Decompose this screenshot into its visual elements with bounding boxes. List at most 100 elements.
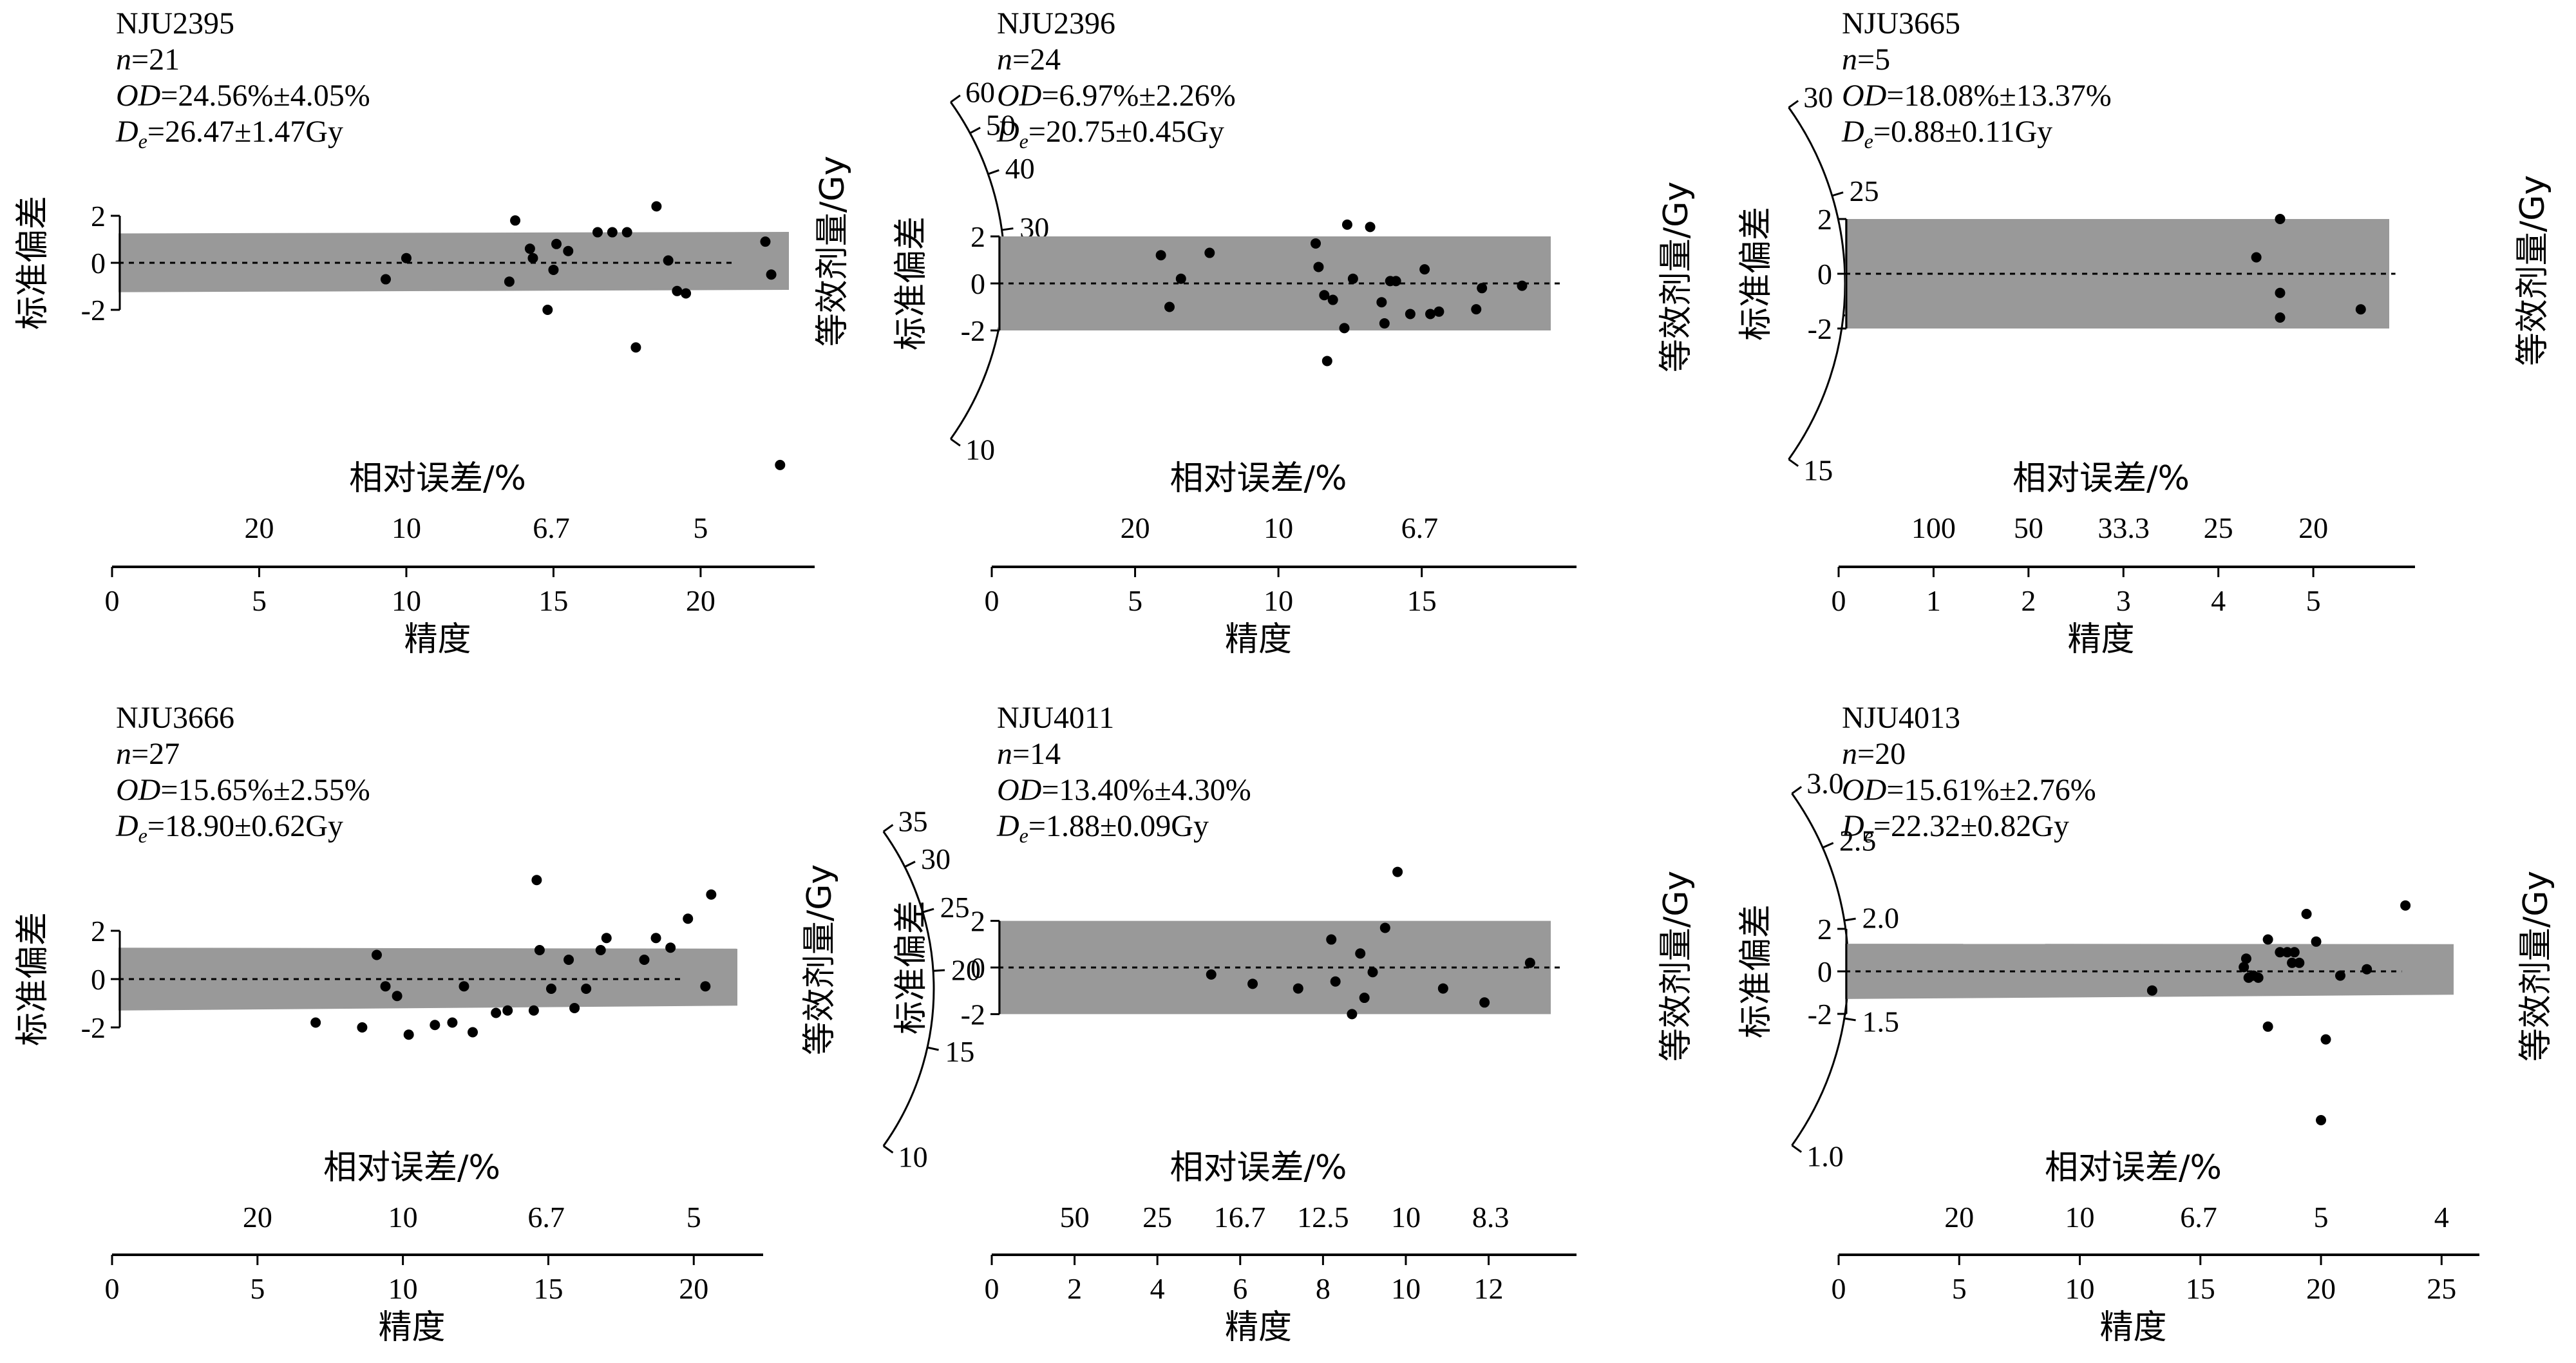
- dose-tick: [927, 1046, 939, 1051]
- rel-error-label: 相对误差/%: [323, 1149, 500, 1187]
- rel-error-tick-label: 10: [1264, 511, 1293, 544]
- y-tick-label: 0: [91, 247, 106, 280]
- sample-id: NJU2396: [997, 6, 1115, 41]
- dose-tick-label: 30: [921, 843, 951, 875]
- data-point: [2311, 936, 2322, 947]
- y-tick-label: -2: [81, 1011, 106, 1044]
- rel-error-tick-label: 10: [1391, 1201, 1421, 1234]
- sigma-band: [118, 232, 789, 292]
- precision-tick-label: 15: [1407, 584, 1437, 617]
- de-label: De=20.75±0.45Gy: [996, 115, 1224, 153]
- dose-tick: [933, 969, 945, 972]
- y-tick-label: 0: [971, 951, 985, 984]
- precision-tick-label: 15: [533, 1272, 563, 1305]
- precision-tick-label: 20: [2306, 1272, 2336, 1305]
- data-point: [2240, 953, 2251, 964]
- dose-axis-label: 等效剂量/Gy: [2517, 871, 2555, 1062]
- data-point: [630, 342, 641, 353]
- sigma-band: [1845, 944, 2454, 999]
- dose-tick-label: 15: [945, 1035, 974, 1068]
- n-symbol: n: [997, 43, 1012, 77]
- y-tick-label: -2: [1808, 998, 1832, 1031]
- rel-error-tick-label: 12.5: [1297, 1201, 1349, 1234]
- dose-tick-label: 25: [1850, 175, 1879, 207]
- data-point: [1479, 997, 1490, 1008]
- n-label: n=24: [997, 43, 1061, 77]
- dose-tick-label: 50: [986, 108, 1016, 141]
- data-point: [2146, 985, 2157, 996]
- rel-error-tick-label: 10: [2065, 1201, 2095, 1234]
- rel-error-tick-label: 6.7: [527, 1201, 565, 1234]
- data-point: [401, 253, 412, 263]
- n-value: =14: [1012, 737, 1061, 771]
- precision-label: 精度: [1225, 1308, 1292, 1347]
- dose-axis-label: 等效剂量/Gy: [1657, 182, 1696, 373]
- data-point: [459, 981, 469, 992]
- dose-tick-label: 10: [898, 1140, 928, 1173]
- dose-tick-label: 3.0: [1806, 767, 1844, 800]
- data-point: [775, 459, 786, 470]
- data-point: [563, 245, 574, 256]
- precision-tick-label: 10: [388, 1272, 418, 1305]
- data-point: [569, 1003, 580, 1013]
- panel-nju4013: NJU4013n=20OD=15.61%±2.76%De=22.32±0.82G…: [1737, 701, 2555, 1347]
- dose-tick-label: 25: [940, 891, 970, 924]
- y-axis-label: 标准偏差: [892, 216, 931, 350]
- dose-tick: [882, 824, 894, 833]
- de-value: =0.88±0.11Gy: [1873, 115, 2052, 149]
- od-label: OD=18.08%±13.37%: [1842, 79, 2112, 113]
- y-axis-label: 标准偏差: [892, 901, 931, 1034]
- precision-tick-label: 1: [1926, 584, 1941, 617]
- data-point: [2262, 934, 2273, 945]
- dose-tick: [1822, 842, 1834, 849]
- y-tick-label: 2: [91, 200, 106, 233]
- data-point: [2275, 287, 2286, 298]
- data-point: [1164, 301, 1175, 312]
- dose-tick-label: 15: [1803, 453, 1833, 486]
- data-point: [1313, 262, 1324, 272]
- de-value: =1.88±0.09Gy: [1028, 809, 1209, 843]
- precision-tick-label: 4: [2211, 584, 2226, 617]
- precision-label: 精度: [1225, 620, 1292, 659]
- panel-nju4011: NJU4011n=14OD=13.40%±4.30%De=1.88±0.09Gy…: [892, 701, 1899, 1347]
- y-tick-label: 0: [1817, 955, 1832, 988]
- n-symbol: n: [1842, 43, 1857, 77]
- data-point: [528, 1005, 539, 1016]
- data-point: [357, 1022, 368, 1033]
- data-point: [2282, 947, 2293, 958]
- precision-tick-label: 5: [1128, 584, 1142, 617]
- de-value: =26.47±1.47Gy: [147, 115, 343, 149]
- data-point: [468, 1027, 478, 1038]
- data-point: [2400, 900, 2411, 911]
- precision-tick-label: 15: [2186, 1272, 2215, 1305]
- rel-error-label: 相对误差/%: [1170, 1149, 1347, 1187]
- dose-tick-label: 40: [1005, 152, 1035, 185]
- precision-label: 精度: [2067, 620, 2134, 659]
- rel-error-tick-label: 25: [2204, 511, 2233, 544]
- rel-error-tick-label: 50: [2014, 511, 2043, 544]
- n-value: =27: [131, 737, 180, 771]
- data-point: [1175, 273, 1186, 284]
- od-value: =15.61%±2.76%: [1886, 773, 2096, 807]
- de-subscript: e: [1864, 824, 1873, 847]
- data-point: [2275, 947, 2286, 958]
- sigma-band: [998, 236, 1551, 330]
- od-label: OD=6.97%±2.26%: [997, 79, 1236, 113]
- dose-axis-label: 等效剂量/Gy: [1657, 871, 1696, 1062]
- n-symbol: n: [1842, 737, 1857, 771]
- n-symbol: n: [997, 737, 1012, 771]
- y-tick-label: 2: [1817, 913, 1832, 946]
- sample-id: NJU3665: [1842, 6, 1960, 41]
- data-point: [2320, 1034, 2331, 1045]
- data-point: [2287, 957, 2298, 968]
- de-symbol: D: [115, 115, 138, 149]
- data-point: [1405, 309, 1416, 319]
- dose-tick-label: 1.5: [1862, 1005, 1899, 1038]
- panel-nju3666: NJU3666n=27OD=15.65%±2.55%De=18.90±0.62G…: [14, 701, 981, 1347]
- dose-tick: [950, 438, 961, 447]
- data-point: [760, 236, 771, 247]
- rel-error-tick-label: 50: [1060, 1201, 1090, 1234]
- data-point: [2275, 214, 2286, 224]
- rel-error-tick-label: 25: [1142, 1201, 1172, 1234]
